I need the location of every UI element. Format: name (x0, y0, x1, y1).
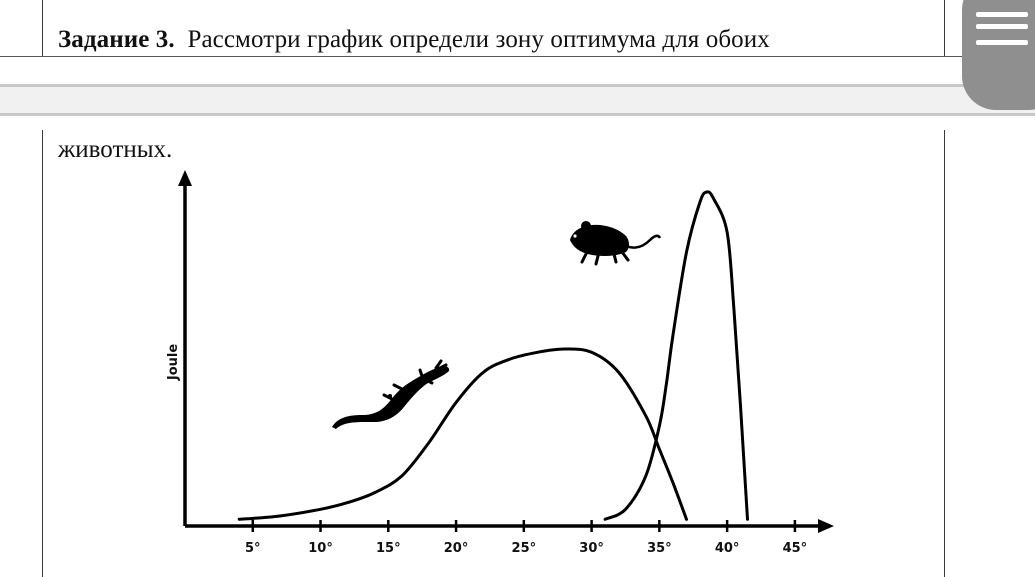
y-axis-title: Joule (166, 344, 181, 381)
task-number: Задание 3. (58, 26, 175, 53)
x-tick-label: 30° (579, 541, 604, 556)
chart-series (237, 190, 749, 521)
task-text-continuation: животных. (58, 136, 173, 163)
table-border-left-bottom (42, 130, 43, 577)
table-border-left-top (42, 0, 43, 56)
menu-button[interactable] (962, 0, 1035, 110)
lizard-curve (237, 347, 688, 521)
chart-svg: Joule 5° 10° 15° 20° 25° 30° 35° 40° 45° (166, 170, 834, 556)
chart: Joule 5° 10° 15° 20° 25° 30° 35° 40° 45° (146, 166, 842, 560)
x-tick-label: 20° (444, 541, 469, 556)
task-text: Рассмотри график определи зону оптимума … (187, 26, 770, 53)
x-axis-ticks: 5° 10° 15° 20° 25° 30° 35° 40° 45° (245, 520, 807, 556)
table-border-right-bottom (944, 130, 945, 577)
x-tick-label: 45° (783, 541, 808, 556)
x-tick-label: 40° (715, 541, 740, 556)
y-axis-arrow (178, 170, 192, 186)
table-border-right-top (944, 0, 945, 56)
x-tick-label: 35° (647, 541, 672, 556)
mouse-curve (603, 190, 749, 521)
mouse-icon (570, 221, 662, 266)
table-border-top-row (0, 56, 1035, 57)
x-tick-label: 5° (245, 541, 261, 556)
task-heading: Задание 3. Рассмотри график определи зон… (58, 26, 770, 54)
x-tick-label: 25° (512, 541, 537, 556)
chart-axes: Joule (166, 170, 834, 533)
x-tick-label: 15° (376, 541, 401, 556)
x-tick-label: 10° (308, 541, 333, 556)
x-axis-arrow (818, 519, 834, 533)
page-break (0, 84, 1035, 116)
lizard-icon (332, 359, 450, 429)
